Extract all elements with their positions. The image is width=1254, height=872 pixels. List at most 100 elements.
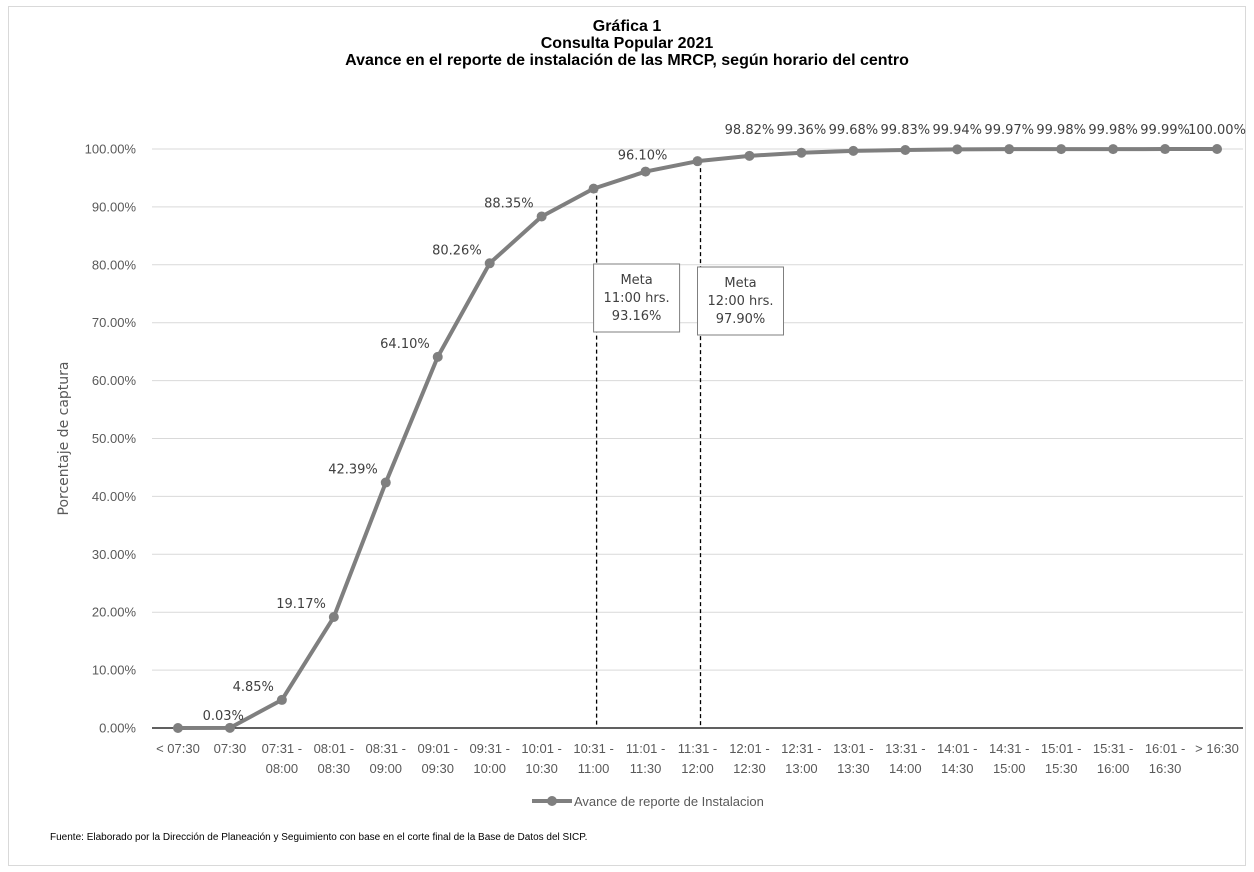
data-point — [484, 258, 495, 269]
data-label: 64.10% — [380, 337, 430, 352]
y-tick-label: 100.00% — [85, 142, 137, 157]
target-annotation-text: 93.16% — [612, 309, 662, 324]
x-tick-label-line: 12:00 — [681, 761, 714, 776]
x-tick-label: 14:31 - 15:00 — [989, 741, 1029, 776]
target-annotation-text: 97.90% — [716, 312, 766, 327]
y-tick-label: 10.00% — [92, 663, 137, 678]
x-tick-label-line: 09:01 - — [417, 741, 457, 756]
x-tick-label-line: 09:31 - — [469, 741, 509, 756]
x-tick-label-line: 16:01 - — [1145, 741, 1185, 756]
x-tick-label-line: 11:30 — [630, 761, 662, 776]
x-tick-label: < 07:30 — [156, 741, 200, 756]
x-tick-label: 10:31 - 11:00 — [573, 741, 613, 776]
x-tick-label-line: 09:00 — [370, 761, 403, 776]
x-tick-label-line: 08:30 — [318, 761, 351, 776]
data-point — [744, 150, 755, 161]
x-tick-label-line: 07:31 - — [262, 741, 302, 756]
data-label: 88.35% — [484, 196, 534, 211]
target-annotation-box — [697, 266, 784, 336]
data-label: 80.26% — [432, 243, 482, 258]
y-tick-label: 30.00% — [92, 547, 137, 562]
x-tick-label: 07:31 - 08:00 — [262, 741, 302, 776]
data-point — [692, 156, 703, 167]
x-tick-label: 07:30 — [214, 741, 247, 756]
chart-title-line1: Gráfica 1 — [592, 18, 662, 35]
x-tick-label-line: 14:01 - — [937, 741, 977, 756]
source-note: Fuente: Elaborado por la Dirección de Pl… — [50, 832, 588, 843]
x-tick-label: 16:01 - 16:30 — [1145, 741, 1185, 776]
x-tick-label: 14:01 - 14:30 — [937, 741, 977, 776]
x-tick-label: 08:01 - 08:30 — [314, 741, 354, 776]
data-label: 98.82% — [725, 123, 775, 138]
target-annotation-text: 12:00 hrs. — [707, 294, 773, 309]
x-tick-label-line: > 16:30 — [1195, 741, 1239, 756]
x-tick-label-line: 08:01 - — [314, 741, 354, 756]
x-tick-label: 12:31 - 13:00 — [781, 741, 821, 776]
data-label: 0.03% — [203, 709, 244, 724]
x-tick-label-line: 14:31 - — [989, 741, 1029, 756]
x-tick-label-line: 15:00 — [993, 761, 1026, 776]
x-tick-label: 11:01 - 11:30 — [626, 741, 666, 776]
y-tick-label: 40.00% — [92, 489, 137, 504]
data-label: 42.39% — [328, 463, 378, 478]
x-tick-label-line: 16:30 — [1149, 761, 1182, 776]
y-axis-label: Porcentaje de captura — [56, 362, 72, 516]
x-tick-label: 09:01 - 09:30 — [417, 741, 457, 776]
chart-titles: Gráfica 1 Consulta Popular 2021 Avance e… — [0, 18, 1254, 69]
y-tick-label: 0.00% — [99, 721, 136, 736]
data-point — [1056, 144, 1067, 155]
x-tick-label-line: 14:30 — [941, 761, 974, 776]
data-label: 99.68% — [829, 123, 879, 138]
x-tick-label-line: 07:30 — [214, 741, 247, 756]
target-annotation-text: 11:00 hrs. — [604, 291, 670, 306]
x-tick-label: 08:31 - 09:00 — [366, 741, 406, 776]
data-point — [172, 723, 183, 733]
data-point — [536, 211, 547, 222]
target-annotation-text: Meta — [620, 273, 652, 288]
data-point — [1004, 144, 1015, 155]
x-tick-label-line: 14:00 — [889, 761, 922, 776]
x-tick-label-line: 13:00 — [785, 761, 818, 776]
x-tick-label-line: 16:00 — [1097, 761, 1130, 776]
x-tick-label-line: 10:30 — [525, 761, 558, 776]
data-point — [952, 144, 963, 155]
data-label: 100.00% — [1188, 123, 1246, 138]
data-label: 96.10% — [618, 149, 668, 164]
x-tick-label-line: 10:31 - — [573, 741, 613, 756]
data-point — [796, 147, 807, 158]
data-point — [224, 722, 235, 733]
legend-label: Avance de reporte de Instalacion — [574, 794, 764, 809]
x-tick-label: 09:31 - 10:00 — [469, 741, 509, 776]
data-point — [380, 477, 391, 488]
data-point — [1160, 144, 1171, 155]
y-tick-label: 70.00% — [92, 315, 137, 330]
data-label: 99.36% — [777, 123, 827, 138]
data-label: 99.94% — [932, 123, 982, 138]
data-point — [432, 351, 443, 362]
data-label: 19.17% — [276, 597, 326, 612]
x-tick-label-line: 15:30 — [1045, 761, 1078, 776]
data-label: 4.85% — [233, 680, 274, 695]
x-tick-label-line: 13:01 - — [833, 741, 873, 756]
x-tick-label-line: 13:31 - — [885, 741, 925, 756]
y-tick-label: 90.00% — [92, 199, 137, 214]
y-tick-label: 80.00% — [92, 257, 137, 272]
x-tick-label-line: 11:00 — [578, 761, 610, 776]
target-annotation-text: Meta — [724, 276, 756, 291]
x-tick-label: 12:01 - 12:30 — [729, 741, 769, 776]
data-point — [276, 694, 287, 705]
x-tick-label: 15:01 - 15:30 — [1041, 741, 1081, 776]
x-tick-label-line: 12:01 - — [729, 741, 769, 756]
x-tick-label: > 16:30 — [1195, 741, 1239, 756]
x-tick-label-line: 11:01 - — [626, 741, 666, 756]
data-label: 99.97% — [984, 123, 1034, 138]
data-point — [588, 183, 599, 194]
legend-marker — [547, 796, 557, 806]
data-label: 99.83% — [881, 123, 931, 138]
x-tick-label-line: 15:31 - — [1093, 741, 1133, 756]
x-tick-label-line: 11:31 - — [678, 741, 718, 756]
y-tick-label: 20.00% — [92, 605, 137, 620]
x-tick-label-line: 08:31 - — [366, 741, 406, 756]
chart-title-line3: Avance en el reporte de instalación de l… — [345, 52, 909, 69]
